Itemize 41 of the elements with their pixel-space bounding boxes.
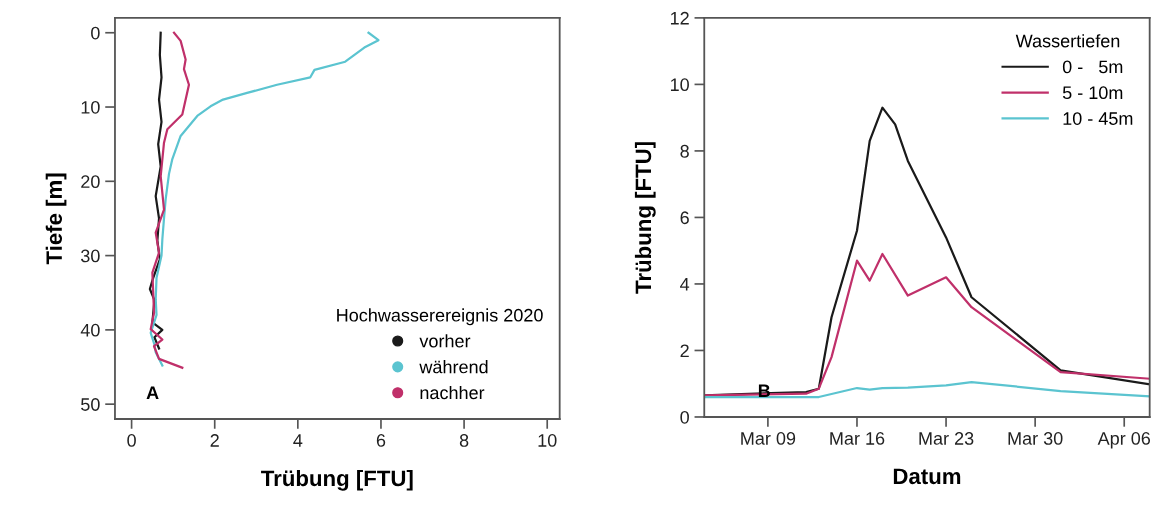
legend-label: vorher — [419, 334, 471, 348]
x-tick-label: 8 — [459, 434, 469, 447]
legend-label: während — [419, 360, 488, 374]
legend-label: 5 - 10m — [1062, 86, 1123, 100]
y-tick-label: 10 — [670, 78, 689, 92]
legend-label: 10 - 45m — [1063, 112, 1133, 125]
line-series — [149, 31, 191, 369]
legend-title: Hochwasserereignis 2020 — [337, 308, 543, 326]
x-tick-label: Mar 09 — [741, 432, 796, 445]
x-tick-label: Apr 06 — [1097, 432, 1151, 449]
x-tick-label: Mar 23 — [919, 432, 974, 445]
y-tick-label: 0 — [91, 26, 100, 40]
y-tick-label: 50 — [81, 398, 100, 411]
y-axis-title: Tiefe [m] — [45, 173, 67, 265]
y-tick-label: 30 — [80, 249, 100, 263]
x-axis-title: Datum — [893, 468, 961, 485]
x-tick-label: 6 — [376, 434, 386, 447]
y-tick-label: 40 — [80, 323, 100, 337]
x-tick-label: 0 — [127, 434, 136, 447]
x-tick-label: Mar 30 — [1008, 432, 1063, 445]
annotation: A — [146, 386, 159, 399]
x-tick-label: 4 — [293, 434, 303, 447]
y-tick-label: 2 — [680, 344, 689, 357]
y-tick-label: 4 — [680, 278, 690, 291]
x-tick-label: 10 — [538, 434, 557, 447]
y-tick-label: 12 — [670, 11, 689, 25]
y-tick-label: 20 — [81, 175, 100, 189]
x-tick-label: Mar 16 — [830, 432, 885, 445]
line-series — [704, 252, 1150, 397]
line-series — [704, 380, 1150, 399]
y-tick-label: 0 — [680, 410, 689, 424]
legend-label: nachher — [420, 385, 485, 400]
legend-label: 0 - 5m — [1062, 60, 1123, 74]
y-tick-label: 10 — [81, 100, 100, 114]
x-tick-label: 2 — [210, 434, 219, 447]
x-axis-title: Trübung [FTU] — [261, 469, 413, 491]
y-axis-title: Trübung [FTU] — [634, 142, 656, 294]
line-series — [148, 31, 164, 350]
y-tick-label: 6 — [680, 211, 689, 225]
legend-title: Wassertiefen — [1015, 34, 1120, 48]
y-tick-label: 8 — [680, 144, 689, 158]
